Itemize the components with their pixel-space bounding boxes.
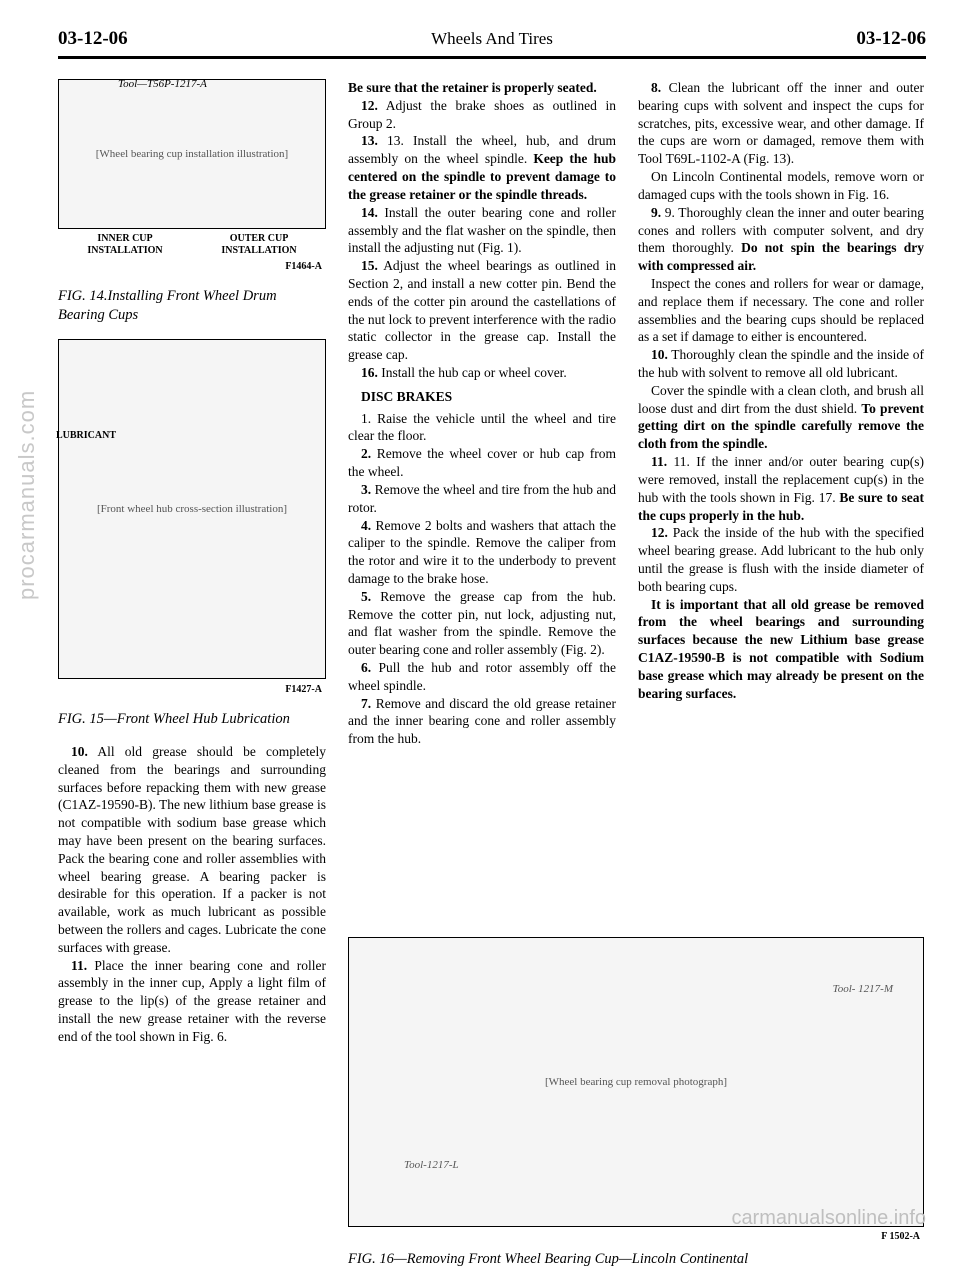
fig16-tool-l: Tool-1217-L — [404, 1159, 459, 1171]
col1-p11: 11. Place the inner bearing cone and rol… — [58, 957, 326, 1046]
col2-d5: 5. Remove the grease cap from the hub. R… — [348, 588, 616, 659]
fig15-caption: FIG. 15—Front Wheel Hub Lubrication — [58, 710, 326, 729]
fig15-code: F1427-A — [58, 683, 322, 696]
inner-cup-label: INNER CUP INSTALLATION — [87, 233, 162, 256]
outer-cup-label: OUTER CUP INSTALLATION — [221, 233, 296, 256]
col2-p14: 14. Install the outer bearing cone and r… — [348, 204, 616, 257]
col2-d4: 4. Remove 2 bolts and washers that attac… — [348, 517, 616, 588]
fig14-code: F1464-A — [58, 260, 322, 273]
fig15-lubricant-label: LUBRICANT — [56, 429, 116, 442]
disc-brakes-heading: DISC BRAKES — [361, 388, 616, 406]
col2-seated: Be sure that the retainer is properly se… — [348, 79, 616, 97]
fig16-image: Tool-1217-L Tool- 1217-M [Wheel bearing … — [348, 937, 924, 1227]
fig14-image: [Wheel bearing cup installation illustra… — [58, 79, 326, 229]
col2-d6: 6. Pull the hub and rotor assembly off t… — [348, 659, 616, 695]
col1-p11-text: Place the inner bearing cone and roller … — [58, 958, 326, 1044]
col2-p12: 12. Adjust the brake shoes as outlined i… — [348, 97, 616, 133]
fig16-code: F 1502-A — [348, 1231, 920, 1242]
col3-p10b: Cover the spindle with a clean cloth, an… — [638, 382, 924, 453]
fig15-image: [Front wheel hub cross-section illustrat… — [58, 339, 326, 679]
col1-p10-text: All old grease should be completely clea… — [58, 744, 326, 955]
page-title: Wheels And Tires — [431, 29, 553, 49]
col3-p9c: Inspect the cones and rollers for wear o… — [638, 275, 924, 346]
col2-p13: 13. 13. Install the wheel, hub, and drum… — [348, 132, 616, 203]
col3-p11: 11. 11. If the inner and/or outer bearin… — [638, 453, 924, 524]
page-number-right: 03-12-06 — [856, 28, 926, 50]
col2-d7: 7. Remove and discard the old grease ret… — [348, 695, 616, 748]
fig14-tool-label: Tool—T56P-1217-A — [118, 77, 207, 92]
col3-p12: 12. Pack the inside of the hub with the … — [638, 524, 924, 595]
fig14-cup-labels: INNER CUP INSTALLATION OUTER CUP INSTALL… — [58, 233, 326, 256]
col2-p15: 15. Adjust the wheel bearings as outline… — [348, 257, 616, 364]
col3-p12b: It is important that all old grease be r… — [638, 596, 924, 703]
col3-p8b: On Lincoln Continental models, remove wo… — [638, 168, 924, 204]
step-11-num: 11. — [71, 958, 87, 973]
watermark-left: procarmanuals.com — [14, 390, 40, 600]
figure-14: Tool—T56P-1217-A [Wheel bearing cup inst… — [58, 79, 326, 273]
fig16-tool-m: Tool- 1217-M — [833, 983, 893, 995]
step-10-num: 10. — [71, 744, 88, 759]
col3-p10: 10. Thoroughly clean the spindle and the… — [638, 346, 924, 382]
figure-15: LUBRICANT [Front wheel hub cross-section… — [58, 339, 326, 696]
column-2: Be sure that the retainer is properly se… — [348, 79, 616, 748]
col2-d3: 3. Remove the wheel and tire from the hu… — [348, 481, 616, 517]
fig14-caption: FIG. 14.Installing Front Wheel Drum Bear… — [58, 287, 326, 325]
fig16-caption: FIG. 16—Removing Front Wheel Bearing Cup… — [348, 1250, 924, 1269]
col1-p10: 10. All old grease should be completely … — [58, 743, 326, 957]
watermark-bottom: carmanualsonline.info — [731, 1207, 926, 1230]
col3-p8: 8. Clean the lubricant off the inner and… — [638, 79, 924, 168]
col2-d1: 1. Raise the vehicle until the wheel and… — [348, 410, 616, 446]
col2-p16: 16. Install the hub cap or wheel cover. — [348, 364, 616, 382]
col2-d2: 2. Remove the wheel cover or hub cap fro… — [348, 445, 616, 481]
page-number-left: 03-12-06 — [58, 28, 128, 50]
column-1: Tool—T56P-1217-A [Wheel bearing cup inst… — [58, 79, 326, 1046]
column-3: 8. Clean the lubricant off the inner and… — [638, 79, 924, 702]
page-header: 03-12-06 Wheels And Tires 03-12-06 — [58, 28, 926, 59]
col3-p9: 9. 9. Thoroughly clean the inner and out… — [638, 204, 924, 275]
